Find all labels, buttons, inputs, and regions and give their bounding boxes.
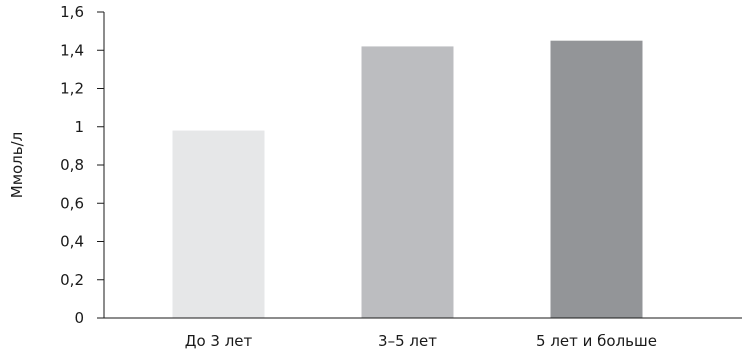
y-tick-label: 0,8 (60, 156, 84, 174)
y-axis-title: Ммоль/л (8, 132, 26, 199)
y-tick-label: 1,6 (60, 3, 84, 21)
bars-group (172, 40, 643, 319)
bar-3 (550, 40, 643, 318)
x-axis-labels: До 3 лет 3–5 лет 5 лет и больше (185, 332, 657, 350)
bar-2 (361, 46, 454, 319)
y-tick-label: 0,4 (60, 233, 84, 251)
y-tick-label: 1,4 (60, 41, 84, 59)
x-category-label: 3–5 лет (378, 332, 437, 350)
y-tick-label: 1 (74, 118, 84, 136)
x-category-label: До 3 лет (185, 332, 253, 350)
y-axis-ticks: 0 0,2 0,4 0,6 0,8 1 1,2 1,4 1,6 (60, 3, 104, 327)
y-tick-label: 0 (74, 309, 84, 327)
y-tick-label: 0,2 (60, 271, 84, 289)
bar-1 (172, 130, 265, 318)
x-category-label: 5 лет и больше (536, 332, 657, 350)
y-tick-label: 0,6 (60, 194, 84, 212)
y-tick-label: 1,2 (60, 80, 84, 98)
